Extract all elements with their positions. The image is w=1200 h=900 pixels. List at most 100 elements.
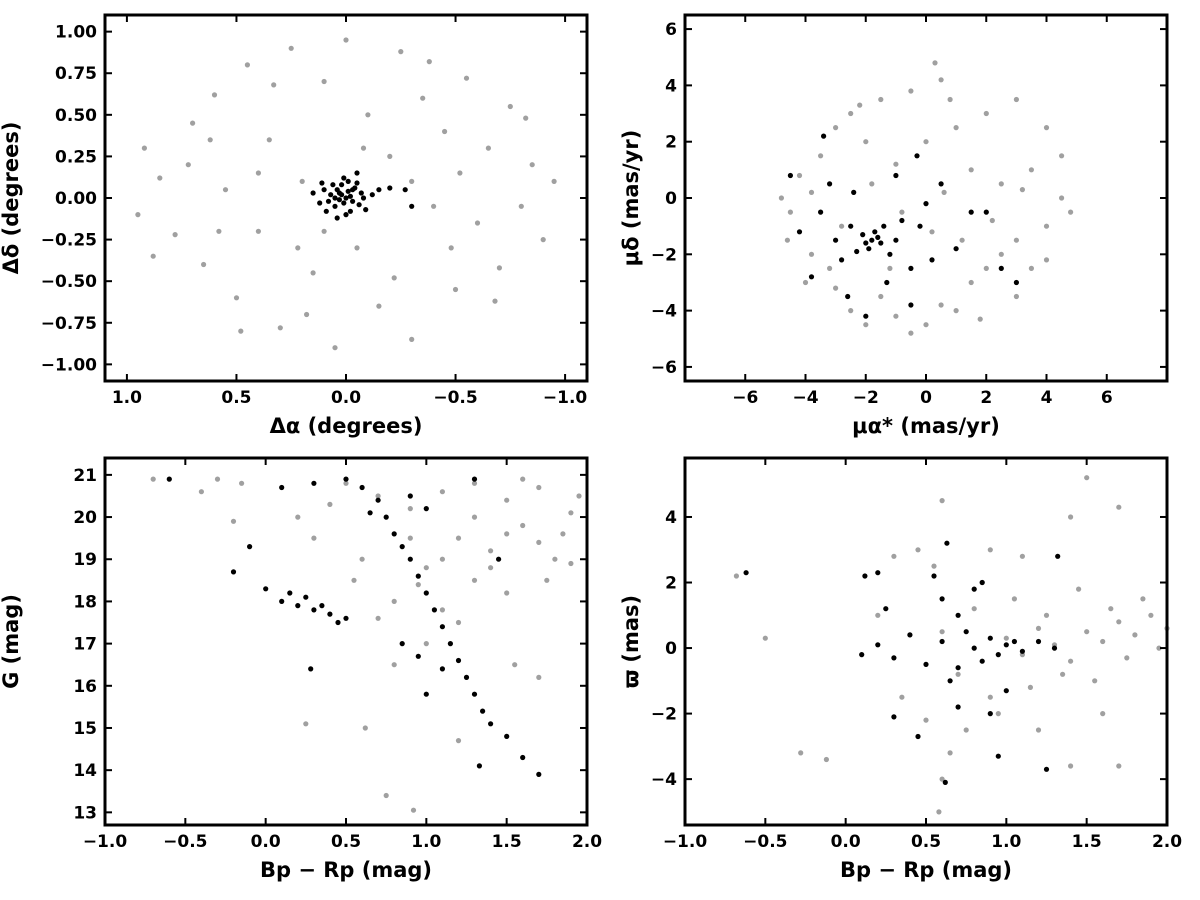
- y-tick-label: −6: [651, 358, 677, 378]
- members-point: [968, 209, 974, 215]
- field-point: [733, 573, 740, 579]
- field-point: [995, 711, 1001, 717]
- members-point: [387, 185, 393, 191]
- field-point: [471, 514, 478, 520]
- members-point: [944, 540, 950, 546]
- field-point: [288, 45, 294, 51]
- field-point: [983, 265, 989, 271]
- y-tick-label: 2: [665, 133, 677, 153]
- members-point: [881, 223, 887, 229]
- members-point: [1043, 766, 1050, 772]
- field-point: [150, 476, 156, 482]
- field-point: [448, 245, 454, 251]
- field-point: [157, 175, 163, 181]
- members-point: [1055, 553, 1061, 559]
- members-point: [327, 611, 333, 617]
- field-point: [1043, 125, 1050, 131]
- members-point: [893, 172, 899, 179]
- field-point: [1059, 153, 1065, 159]
- y-tick-label: 18: [73, 592, 97, 612]
- field-point: [141, 145, 147, 151]
- field-point: [833, 285, 839, 291]
- field-point: [1013, 293, 1020, 300]
- members-point: [917, 223, 923, 229]
- field-point: [875, 612, 881, 618]
- x-tick-label: 1.5: [1072, 832, 1102, 852]
- members-point: [319, 603, 325, 609]
- field-point: [295, 514, 301, 520]
- members-point: [399, 544, 405, 550]
- field-point: [239, 480, 245, 486]
- field-point: [383, 792, 389, 799]
- x-tick-label: −0.5: [433, 388, 477, 408]
- x-tick-label: −2: [853, 388, 879, 408]
- members-point: [480, 708, 486, 714]
- field-point: [409, 178, 415, 184]
- field-point: [869, 181, 875, 187]
- field-point: [426, 59, 432, 65]
- field-point: [576, 493, 582, 499]
- members-point: [345, 178, 351, 184]
- members-point: [166, 476, 172, 482]
- members-point: [995, 753, 1001, 759]
- y-tick-label: −2: [651, 705, 677, 725]
- members-point: [317, 200, 323, 206]
- field-point: [423, 565, 429, 571]
- panel-cmd: −1.0 −0.5 0.0 0.5 1.0 1.5 2.0 13 14 15 16 17 18 19 20 2…: [0, 456, 602, 882]
- members-point: [350, 187, 356, 193]
- field-point: [987, 694, 993, 700]
- field-point: [201, 261, 207, 268]
- field-point: [1060, 671, 1066, 677]
- field-point: [398, 49, 404, 55]
- x-tick-label: 1.0: [991, 832, 1021, 852]
- members-point: [953, 246, 959, 252]
- field-point: [802, 279, 809, 286]
- series-members: [310, 170, 415, 221]
- field-point: [321, 228, 327, 234]
- panel-position: 1.0 0.5 0.0 −0.5 −1.0 −1.00 −0.75 −0.50 −0.25 0.0…: [0, 13, 589, 438]
- field-point: [172, 232, 178, 238]
- field-point: [198, 489, 204, 495]
- field-point: [1027, 684, 1033, 691]
- members-point: [987, 711, 993, 717]
- field-point: [968, 279, 974, 286]
- members-point: [376, 187, 382, 193]
- y-tick-label: 1.00: [55, 23, 97, 43]
- members-point: [875, 234, 881, 240]
- y-tick-label: −2: [651, 245, 677, 265]
- members-point: [743, 570, 749, 576]
- field-point: [536, 484, 542, 491]
- field-point: [211, 92, 218, 98]
- y-tick-label: 16: [73, 677, 97, 697]
- field-point: [784, 237, 791, 243]
- members-point: [955, 665, 961, 671]
- field-point: [540, 237, 546, 243]
- members-point: [295, 603, 301, 609]
- field-point: [496, 265, 502, 271]
- x-tick-label: 0.0: [831, 832, 861, 852]
- y-tick-label: −1.00: [41, 355, 97, 375]
- members-point: [1019, 648, 1025, 654]
- field-point: [518, 203, 524, 209]
- members-point: [343, 212, 349, 218]
- members-point: [833, 237, 839, 243]
- field-point: [1035, 625, 1042, 632]
- members-point: [339, 182, 345, 188]
- field-point: [989, 217, 995, 224]
- members-point: [995, 652, 1001, 658]
- members-point: [336, 190, 342, 196]
- field-point: [431, 203, 437, 209]
- field-point: [332, 345, 338, 351]
- x-tick-label: 2.0: [1152, 832, 1182, 852]
- members-point: [875, 570, 881, 576]
- field-point: [923, 139, 929, 145]
- x-tick-label: −6: [732, 388, 758, 408]
- y-tick-label: −0.25: [41, 231, 97, 251]
- members-point: [923, 661, 929, 668]
- field-point: [190, 120, 196, 126]
- field-point: [551, 178, 557, 184]
- members-point: [862, 573, 868, 579]
- field-point: [778, 195, 785, 201]
- field-point: [1156, 645, 1162, 651]
- field-point: [504, 531, 510, 537]
